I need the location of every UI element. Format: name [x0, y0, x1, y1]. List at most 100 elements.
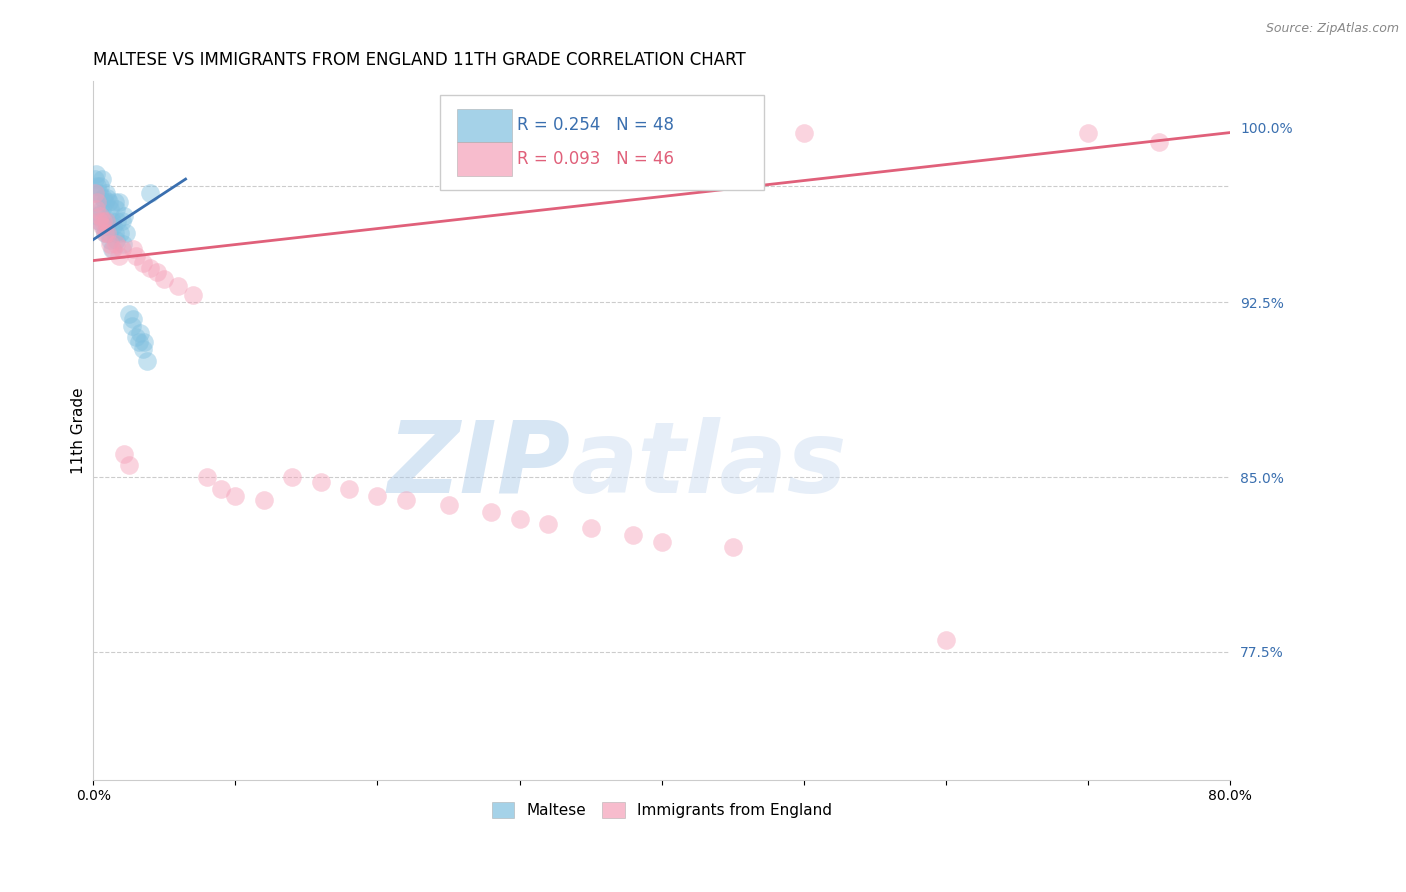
Point	[101, 242, 124, 256]
Point	[83, 172, 105, 186]
Point	[128, 334, 150, 349]
Point	[86, 210, 108, 224]
Point	[84, 195, 107, 210]
Point	[83, 186, 105, 200]
Text: atlas: atlas	[571, 417, 848, 514]
Point	[105, 214, 128, 228]
Point	[89, 207, 111, 221]
Point	[107, 249, 129, 263]
Point	[129, 326, 152, 340]
Point	[84, 168, 107, 182]
Point	[337, 482, 360, 496]
Point	[107, 195, 129, 210]
Point	[93, 195, 115, 210]
Point	[98, 237, 121, 252]
Point	[136, 353, 159, 368]
Point	[84, 202, 107, 217]
Point	[87, 186, 110, 200]
Point	[125, 249, 148, 263]
Point	[86, 195, 108, 210]
Point	[93, 226, 115, 240]
Point	[96, 226, 118, 240]
Point	[83, 186, 105, 200]
Point	[132, 342, 155, 356]
Point	[139, 186, 162, 200]
Point	[91, 191, 114, 205]
Point	[793, 126, 815, 140]
FancyBboxPatch shape	[457, 142, 512, 176]
Point	[132, 256, 155, 270]
Point	[721, 540, 744, 554]
Point	[935, 632, 957, 647]
Point	[101, 219, 124, 233]
Text: MALTESE VS IMMIGRANTS FROM ENGLAND 11TH GRADE CORRELATION CHART: MALTESE VS IMMIGRANTS FROM ENGLAND 11TH …	[93, 51, 747, 69]
Point	[621, 528, 644, 542]
Point	[98, 202, 121, 217]
Point	[94, 214, 117, 228]
Point	[167, 279, 190, 293]
Point	[125, 330, 148, 344]
Point	[103, 226, 125, 240]
FancyBboxPatch shape	[440, 95, 763, 190]
Text: ZIP: ZIP	[388, 417, 571, 514]
FancyBboxPatch shape	[457, 109, 512, 142]
Point	[90, 202, 112, 217]
Point	[104, 237, 127, 252]
Point	[134, 334, 156, 349]
Point	[118, 458, 141, 473]
Point	[94, 186, 117, 200]
Point	[112, 237, 135, 252]
Point	[579, 521, 602, 535]
Point	[94, 214, 117, 228]
Point	[146, 265, 169, 279]
Point	[253, 493, 276, 508]
Point	[93, 226, 115, 240]
Point	[209, 482, 232, 496]
Point	[195, 470, 218, 484]
Point	[114, 447, 136, 461]
Point	[110, 214, 132, 228]
Point	[122, 311, 145, 326]
Point	[115, 226, 138, 240]
Point	[1147, 135, 1170, 149]
Point	[87, 214, 110, 228]
Y-axis label: 11th Grade: 11th Grade	[72, 387, 86, 474]
Point	[153, 272, 176, 286]
Point	[103, 195, 125, 210]
Point	[98, 233, 121, 247]
Text: R = 0.254   N = 48: R = 0.254 N = 48	[517, 116, 675, 135]
Point	[114, 210, 136, 224]
Point	[121, 318, 143, 333]
Point	[104, 233, 127, 247]
Point	[90, 219, 112, 233]
Text: R = 0.093   N = 46: R = 0.093 N = 46	[517, 150, 675, 168]
Point	[91, 214, 114, 228]
Point	[86, 179, 108, 194]
Point	[100, 214, 122, 228]
Point	[139, 260, 162, 275]
Point	[281, 470, 304, 484]
Point	[96, 191, 118, 205]
Point	[118, 307, 141, 321]
Point	[651, 535, 673, 549]
Point	[1077, 126, 1099, 140]
Point	[181, 288, 204, 302]
Point	[110, 242, 132, 256]
Point	[108, 226, 131, 240]
Point	[91, 219, 114, 233]
Point	[100, 242, 122, 256]
Point	[509, 512, 531, 526]
Point	[89, 210, 111, 224]
Legend: Maltese, Immigrants from England: Maltese, Immigrants from England	[485, 797, 838, 824]
Point	[104, 202, 127, 217]
Point	[437, 498, 460, 512]
Text: Source: ZipAtlas.com: Source: ZipAtlas.com	[1265, 22, 1399, 36]
Point	[537, 516, 560, 531]
Point	[97, 195, 120, 210]
Point	[366, 489, 388, 503]
Point	[90, 172, 112, 186]
Point	[479, 505, 502, 519]
Point	[87, 214, 110, 228]
Point	[96, 219, 118, 233]
Point	[224, 489, 246, 503]
